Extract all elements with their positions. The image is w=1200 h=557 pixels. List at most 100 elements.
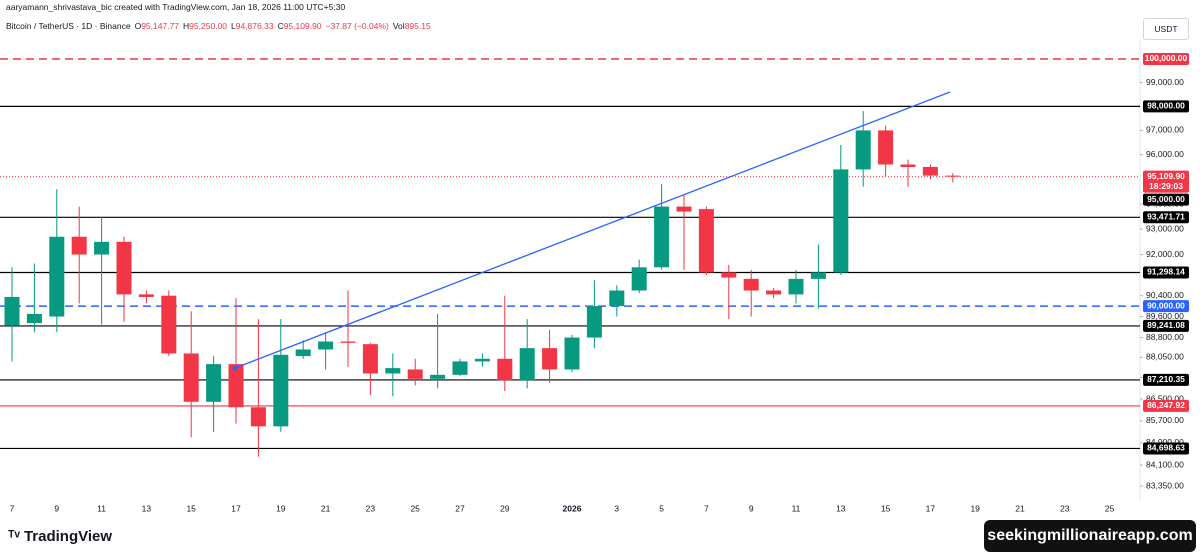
candle-body <box>318 341 334 350</box>
y-tick-label: 92,000.00 <box>1146 249 1184 259</box>
x-tick-label: 23 <box>366 503 376 513</box>
x-tick-label: 11 <box>97 503 106 513</box>
candle-body <box>564 337 580 370</box>
author-line: aaryamann_shrivastava_bic created with T… <box>6 2 346 12</box>
x-tick-label: 21 <box>1015 503 1025 513</box>
candle-body <box>855 130 871 170</box>
price-label: 89,241.08 <box>1147 320 1185 330</box>
volume-key: Vol <box>392 21 405 31</box>
price-label: 93,471.71 <box>1147 212 1185 222</box>
x-tick-label: 5 <box>659 503 664 513</box>
y-tick-label: 93,000.00 <box>1146 223 1184 233</box>
y-tick-label: 83,350.00 <box>1146 480 1184 490</box>
y-tick-label: 85,700.00 <box>1146 415 1184 425</box>
y-tick-label: 90,400.00 <box>1146 290 1184 300</box>
candle-body <box>788 278 804 295</box>
price-label: 90,000.00 <box>1147 300 1185 310</box>
ohlc-value: 95,250.00 <box>189 21 227 31</box>
x-tick-label: 17 <box>926 503 936 513</box>
x-tick-label: 19 <box>276 503 286 513</box>
x-tick-label: 23 <box>1060 503 1070 513</box>
candle-body <box>810 272 826 279</box>
price-label-box <box>1143 170 1189 193</box>
candle-body <box>452 361 468 375</box>
candle-body <box>833 169 849 273</box>
candle-body <box>497 358 513 381</box>
candle-body <box>878 130 894 165</box>
candle-body <box>698 209 714 273</box>
price-label-box <box>1143 399 1189 412</box>
price-label-box <box>1143 319 1189 332</box>
x-tick-label: 7 <box>704 503 709 513</box>
candle-body <box>26 313 42 324</box>
symbol-legend: Bitcoin / TetherUS · 1D · Binance O95,147… <box>6 21 431 31</box>
x-tick-label: 17 <box>231 503 241 513</box>
candle-body <box>542 348 558 370</box>
y-tick-label: 88,050.00 <box>1146 352 1184 362</box>
candle-body <box>631 267 647 291</box>
candle-body <box>743 278 759 291</box>
x-tick-label: 25 <box>410 503 420 513</box>
x-tick-label: 13 <box>142 503 152 513</box>
candle-body <box>295 349 311 357</box>
candle-body <box>900 164 916 167</box>
candle-body <box>116 241 132 295</box>
x-tick-label: 2026 <box>563 503 582 513</box>
candle-body <box>766 290 782 295</box>
x-tick-label: 19 <box>970 503 980 513</box>
x-tick-label: 29 <box>500 503 510 513</box>
volume-value: 895.15 <box>404 21 431 31</box>
price-label-box <box>1143 211 1189 224</box>
candle-body <box>519 348 535 381</box>
price-label-box <box>1143 100 1189 113</box>
watermark: seekingmillionaireapp.com <box>984 520 1196 552</box>
candle-body <box>430 374 446 379</box>
price-label: 91,298.14 <box>1147 267 1185 277</box>
candle-body <box>407 369 423 379</box>
currency-button[interactable]: USDT <box>1143 18 1189 40</box>
candle-body <box>654 206 670 268</box>
candle-body <box>945 175 961 177</box>
y-tick-label: 86,500.00 <box>1146 393 1184 403</box>
candle-body <box>474 358 490 362</box>
logo-icon: ᵀᵛ <box>8 528 20 545</box>
x-tick-label: 11 <box>792 503 801 513</box>
candle-body <box>183 353 199 402</box>
candle-body <box>609 290 625 307</box>
price-label: 18:29:03 <box>1149 181 1183 191</box>
x-tick-label: 27 <box>455 503 465 513</box>
chart: 99,000.0097,000.0096,000.0094,000.0093,0… <box>0 40 1189 513</box>
ohlc-value: 95,147.77 <box>141 21 180 31</box>
price-label: 98,000.00 <box>1147 101 1185 111</box>
y-tick-label: 88,800.00 <box>1146 332 1184 342</box>
candle-body <box>676 206 692 212</box>
price-label: 95,000.00 <box>1147 194 1185 204</box>
x-tick-label: 15 <box>881 503 891 513</box>
price-label-box <box>1143 442 1189 455</box>
y-tick-label: 84,100.00 <box>1146 459 1184 469</box>
ohlc-value: 94,876.33 <box>235 21 274 31</box>
candle-body <box>228 364 244 408</box>
candle-body <box>206 364 222 402</box>
price-label: 84,698.63 <box>1147 443 1185 453</box>
candle-body <box>362 344 378 374</box>
candle-body <box>161 295 177 354</box>
candle-body <box>94 241 110 255</box>
symbol: Bitcoin / TetherUS · 1D · Binance <box>6 21 131 31</box>
price-label: 87,210.35 <box>1147 374 1185 384</box>
candle-body <box>922 166 938 176</box>
x-tick-label: 25 <box>1105 503 1115 513</box>
price-label-box <box>1143 52 1189 65</box>
price-label: 95,109.90 <box>1147 171 1185 181</box>
price-label-box <box>1143 300 1189 313</box>
candle-body <box>138 294 154 297</box>
trend-line-anchor <box>232 365 238 371</box>
price-label: 100,000.00 <box>1145 53 1188 63</box>
ohlc-key: C <box>277 21 284 31</box>
ohlc-key: L <box>231 21 236 31</box>
price-label-box <box>1143 266 1189 279</box>
candle-body <box>340 341 356 343</box>
candle-body <box>250 407 266 427</box>
x-tick-label: 7 <box>10 503 15 513</box>
